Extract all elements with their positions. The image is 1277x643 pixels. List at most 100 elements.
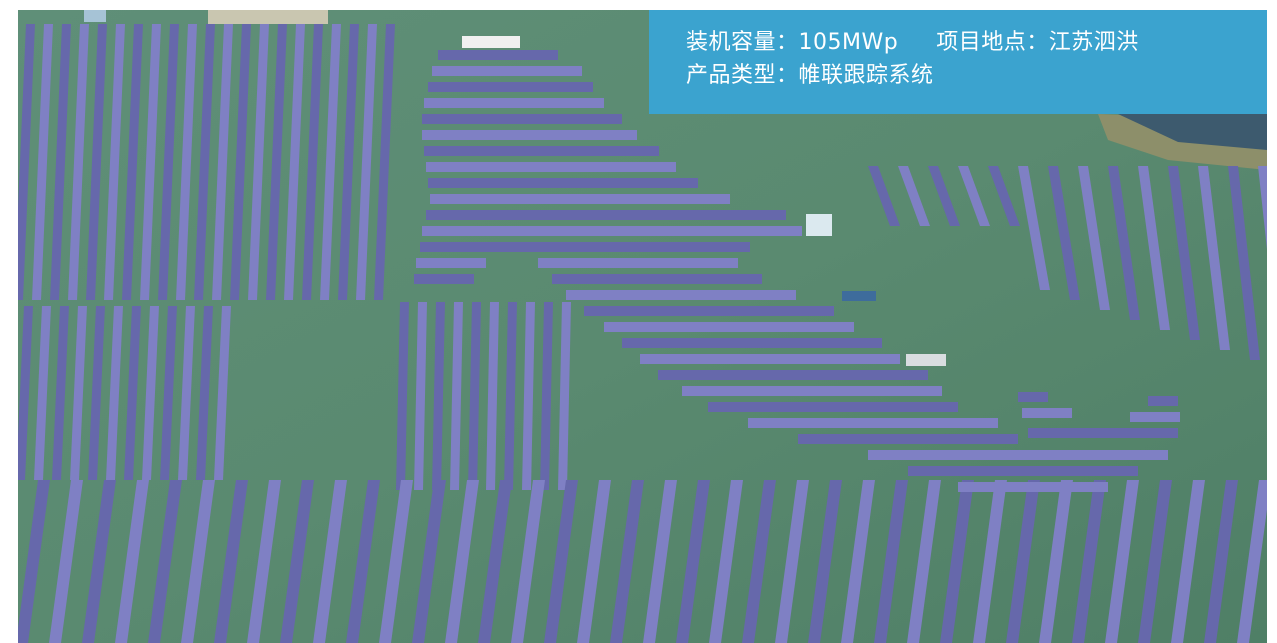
panel-column xyxy=(50,24,71,300)
panel-column xyxy=(34,306,51,480)
panel-row xyxy=(414,274,474,284)
panel-column xyxy=(1078,166,1110,310)
panel-column xyxy=(280,480,314,643)
panel-column xyxy=(478,480,512,643)
panel-column xyxy=(86,24,107,300)
panel-column xyxy=(140,24,161,300)
panel-row xyxy=(798,434,1018,444)
panel-row xyxy=(424,146,659,156)
panel-column xyxy=(313,480,347,643)
product-type-label: 产品类型：帷联跟踪系统 xyxy=(686,63,934,88)
panel-column xyxy=(115,480,149,643)
panel-column xyxy=(1006,480,1040,643)
white-platform xyxy=(462,36,520,48)
panel-row xyxy=(552,274,762,284)
panel-column xyxy=(338,24,359,300)
panel-row xyxy=(428,178,698,188)
panel-column xyxy=(52,306,69,480)
panel-row xyxy=(748,418,998,428)
panel-column xyxy=(196,306,213,480)
panel-column xyxy=(1108,166,1140,320)
panel-column xyxy=(940,480,974,643)
panel-row xyxy=(604,322,854,332)
panel-column xyxy=(1237,480,1267,643)
panel-column xyxy=(1171,480,1205,643)
panel-column xyxy=(194,24,215,300)
panel-column xyxy=(1258,166,1267,250)
solar-panel-arrays xyxy=(18,24,1267,643)
project-info-box: 装机容量：105MWp 项目地点：江苏泗洪 产品类型：帷联跟踪系统 xyxy=(649,10,1267,114)
panel-row xyxy=(438,50,558,60)
panel-column xyxy=(1039,480,1073,643)
panel-column xyxy=(511,480,545,643)
panel-row xyxy=(640,354,900,364)
panel-column xyxy=(540,302,553,490)
panel-row xyxy=(430,194,730,204)
panel-column xyxy=(522,302,535,490)
small-structure xyxy=(84,10,106,22)
panel-column xyxy=(248,24,269,300)
panel-column xyxy=(160,306,177,480)
panel-row xyxy=(422,114,622,124)
panel-column xyxy=(70,306,87,480)
panel-column xyxy=(1228,166,1260,360)
panel-column xyxy=(142,306,159,480)
panel-column xyxy=(1105,480,1139,643)
panel-column xyxy=(396,302,409,490)
panel-column xyxy=(610,480,644,643)
panel-column xyxy=(450,302,463,490)
panel-column xyxy=(874,480,908,643)
panel-column xyxy=(181,480,215,643)
info-line-2: 产品类型：帷联跟踪系统 xyxy=(686,59,1267,92)
boat xyxy=(842,291,876,301)
panel-row xyxy=(1148,396,1178,406)
panel-column xyxy=(214,480,248,643)
panel-row xyxy=(426,162,676,172)
panel-column xyxy=(414,302,427,490)
panel-column xyxy=(82,480,116,643)
capacity-label: 装机容量：105MWp xyxy=(686,30,899,55)
panel-column xyxy=(486,302,499,490)
panel-column xyxy=(346,480,380,643)
panel-column xyxy=(158,24,179,300)
panel-row xyxy=(420,242,750,252)
panel-column xyxy=(676,480,710,643)
panel-column xyxy=(379,480,413,643)
panel-column xyxy=(907,480,941,643)
panel-column xyxy=(49,480,83,643)
panel-column xyxy=(178,306,195,480)
panel-row xyxy=(426,210,786,220)
panel-row xyxy=(424,98,604,108)
panel-row xyxy=(432,66,582,76)
panel-column xyxy=(412,480,446,643)
panel-row xyxy=(1018,392,1048,402)
panel-column xyxy=(230,24,251,300)
panel-column xyxy=(504,302,517,490)
panel-column xyxy=(973,480,1007,643)
panel-column xyxy=(742,480,776,643)
panel-column xyxy=(88,306,105,480)
panel-column xyxy=(643,480,677,643)
panel-row xyxy=(416,258,486,268)
panel-row xyxy=(422,226,802,236)
panel-row xyxy=(622,338,882,348)
panel-column xyxy=(928,166,960,226)
panel-column xyxy=(212,24,233,300)
panel-column xyxy=(808,480,842,643)
panel-column xyxy=(284,24,305,300)
panel-column xyxy=(1204,480,1238,643)
panel-column xyxy=(558,302,571,490)
panel-column xyxy=(124,306,141,480)
panel-row xyxy=(584,306,834,316)
panel-row xyxy=(958,482,1108,492)
panel-column xyxy=(1168,166,1200,340)
panel-row xyxy=(1028,428,1178,438)
panel-column xyxy=(445,480,479,643)
panel-column xyxy=(1198,166,1230,350)
panel-column xyxy=(468,302,481,490)
panel-column xyxy=(104,24,125,300)
panel-row xyxy=(708,402,958,412)
panel-column xyxy=(18,480,50,643)
inverter-box xyxy=(806,214,832,236)
